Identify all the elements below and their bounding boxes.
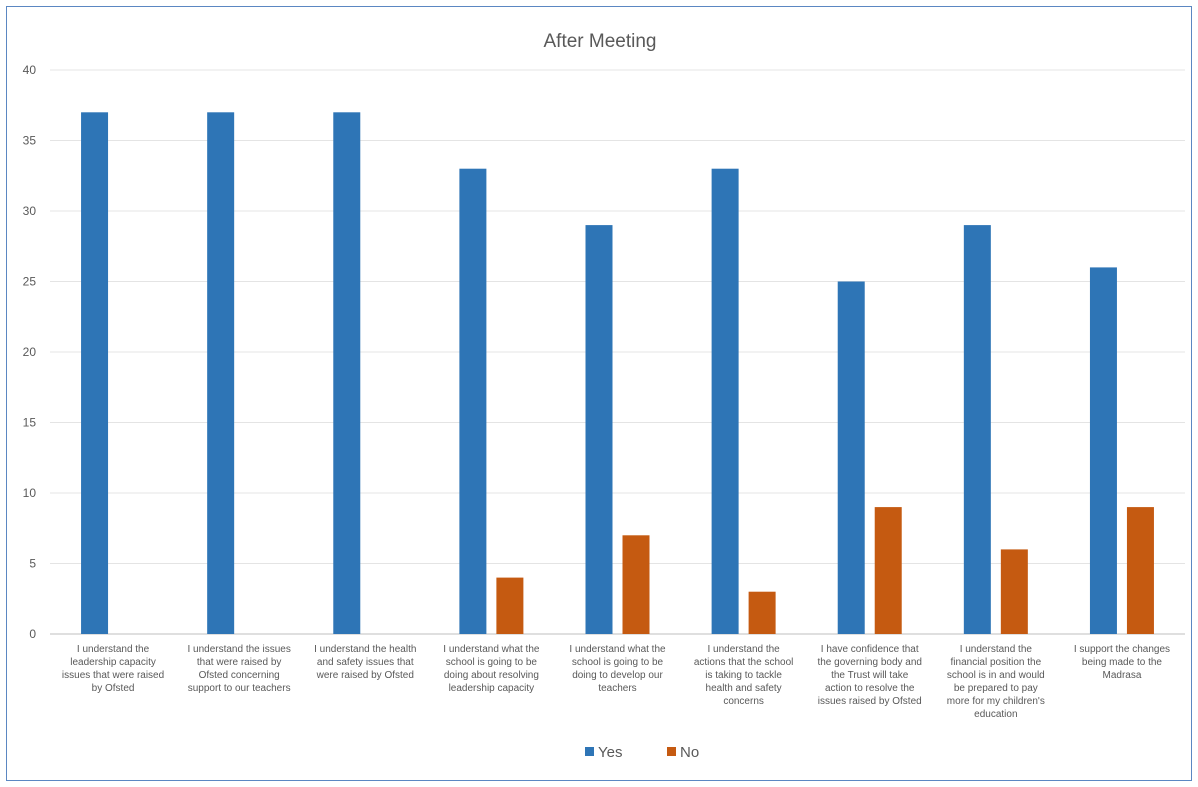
bar-yes (837, 281, 865, 634)
category-label: I understand the health and safety issues… (314, 644, 416, 681)
legend-swatch-yes (585, 747, 594, 756)
y-tick-label: 40 (23, 63, 37, 77)
bars (81, 112, 1154, 635)
bar-yes (459, 168, 487, 634)
bar-yes (711, 168, 739, 634)
category-label: I have confidence that the governing body… (817, 644, 922, 707)
category-label: I understand the issues that were raised … (187, 644, 290, 694)
bar-yes (333, 112, 361, 635)
category-label: I understand what the school is going to … (443, 644, 540, 694)
category-label: I understand the actions that the school i… (694, 644, 794, 707)
bar-yes (1089, 267, 1117, 634)
chart-title: After Meeting (544, 31, 657, 52)
bar-no (496, 577, 524, 634)
category-label: I understand the financial position the sc… (947, 644, 1045, 720)
bar-yes (585, 225, 613, 634)
bar-no (622, 535, 650, 634)
legend-label-yes: Yes (598, 744, 622, 761)
category-label: I understand what the school is going to … (569, 644, 666, 694)
bar-yes (207, 112, 235, 635)
bar-no (1000, 549, 1028, 634)
y-tick-label: 30 (23, 204, 37, 218)
legend: Yes No (585, 744, 699, 761)
bar-yes (963, 225, 991, 634)
legend-swatch-no (667, 747, 676, 756)
y-axis-ticks: 0 5 10 15 20 25 30 35 40 (23, 63, 37, 641)
bar-yes (81, 112, 109, 635)
bar-no (874, 507, 902, 634)
legend-label-no: No (680, 744, 699, 761)
y-tick-label: 20 (23, 345, 37, 359)
category-label: I understand the leadership capacity issue… (62, 644, 164, 694)
y-tick-label: 10 (23, 486, 37, 500)
y-tick-label: 0 (29, 627, 36, 641)
y-tick-label: 15 (23, 416, 37, 430)
bar-no (1126, 507, 1154, 634)
y-tick-label: 5 (29, 557, 36, 571)
category-labels: I understand the leadership capacity issue… (62, 644, 1170, 720)
bar-no (748, 591, 776, 634)
y-tick-label: 25 (23, 275, 37, 289)
y-tick-label: 35 (23, 134, 37, 148)
category-label: I support the changes being made to the Ma… (1074, 644, 1170, 681)
gridlines (50, 69, 1185, 635)
